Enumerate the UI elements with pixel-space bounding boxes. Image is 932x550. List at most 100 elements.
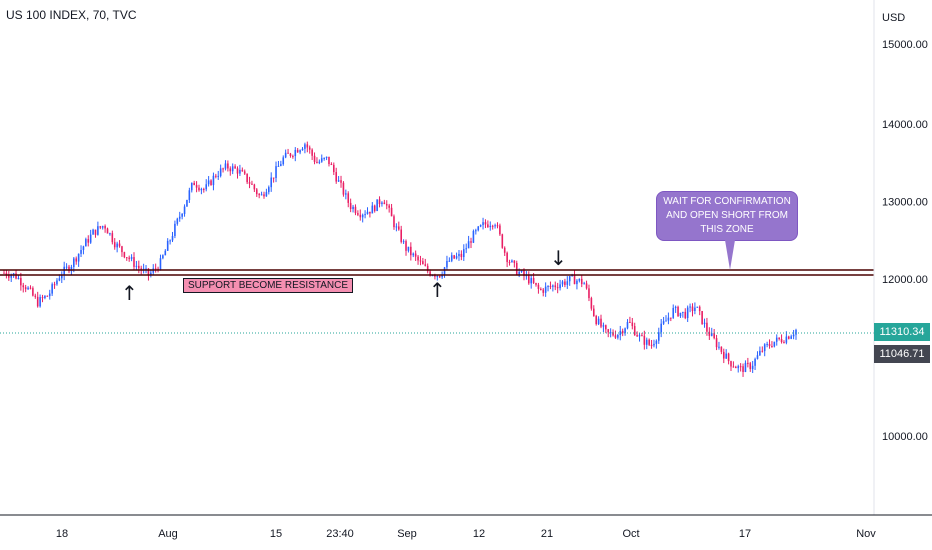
time-tick-label: 18 [56,528,68,540]
candle-body [89,234,92,243]
candle-body [320,158,323,162]
candle-body [747,362,749,364]
candle-body [544,286,547,293]
candle-body [121,246,123,253]
candle-body [730,361,732,367]
candle-body [109,233,111,235]
candle-body [390,207,393,217]
candle-body [643,335,646,345]
candle-body [744,362,747,373]
candle-body [484,222,487,225]
time-axis: 18 Aug 15 23:40 Sep 12 21 Oct 17 Nov [56,528,876,540]
callout-pointer [725,240,735,270]
candle-body [566,281,569,285]
candle-body [455,256,458,259]
candle-body [549,285,552,287]
candle-body [766,343,768,345]
candle-body [417,256,419,261]
candle-body [272,177,275,179]
candle-body [51,284,53,294]
chart-title: US 100 INDEX, 70, TVC [6,8,137,22]
candle-body [489,225,492,228]
candle-body [441,274,443,278]
candle-body [364,214,366,216]
candle-body [22,285,25,288]
candle-body [405,241,407,251]
candle-body [111,233,114,243]
candle-body [607,329,610,333]
candle-body [352,206,354,210]
candle-body [181,213,183,217]
candle-body [104,226,106,229]
candle-body [597,318,600,325]
candle-body [426,265,429,272]
candle-body [147,268,150,276]
currency-label: USD [882,12,905,24]
candle-body [277,165,280,167]
candle-body [130,257,133,259]
candle-body [195,185,198,188]
candle-body [609,332,612,334]
candle-body [255,189,258,195]
candle-body [515,262,518,275]
candle-body [689,306,691,308]
candle-body [68,266,70,272]
candle-body [275,166,277,179]
price-tick-label: 12000.00 [882,274,928,286]
candle-body [253,184,256,190]
candle-body [653,343,655,346]
candle-body [10,275,13,278]
callout-box[interactable]: WAIT FOR CONFIRMATION AND OPEN SHORT FRO… [656,191,798,241]
candle-body [125,257,128,259]
candle-body [792,334,795,337]
candle-body [340,180,342,183]
time-tick-label: Oct [622,528,639,540]
candle-body [369,211,371,214]
candle-body [60,275,63,279]
candle-body [48,293,51,297]
candle-body [691,306,694,312]
candle-body [243,171,246,174]
candle-body [552,285,554,287]
support-label: SUPPORT BECOME RESISTANCE [183,278,354,293]
candle-body [174,223,176,236]
candle-body [246,173,248,183]
candle-body [154,268,157,270]
candle-body [602,325,605,327]
candle-body [359,214,362,218]
candle-body [506,252,508,262]
candle-body [29,287,32,289]
candle-body [118,243,121,247]
candle-body [756,355,759,359]
candle-body [85,239,87,247]
candle-body [337,180,340,182]
candle-body [595,316,597,325]
candle-body [527,275,530,284]
candle-body [732,366,735,368]
candle-body [778,337,780,340]
candle-body [198,187,200,191]
candle-body [725,353,727,359]
price-tick-label: 13000.00 [882,197,928,209]
candle-body [475,230,477,232]
candle-body [775,337,778,342]
candle-body [210,180,212,186]
candle-body [65,266,68,268]
candle-body [260,194,263,196]
candle-body [407,246,410,251]
candle-body [580,278,583,285]
candle-body [12,273,15,276]
candle-body [722,351,725,359]
candle-body [436,276,439,278]
time-tick-label: Sep [397,528,417,540]
candle-body [178,216,181,219]
candle-body [698,306,701,312]
candle-body [568,276,571,282]
candle-body [354,206,357,214]
candle-body [32,288,34,296]
candle-body [585,283,588,289]
candle-body [316,161,318,163]
candle-body [713,333,715,339]
candle-body [710,333,713,336]
